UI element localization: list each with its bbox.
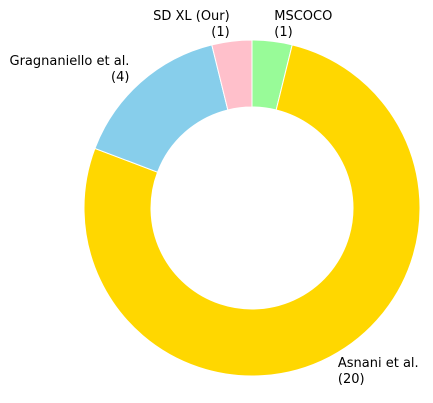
donut-segment	[83, 44, 421, 377]
segment-label: MSCOCO	[274, 9, 332, 24]
segment-value-label: (1)	[211, 25, 229, 40]
segment-value-label: (1)	[274, 25, 292, 40]
segment-label: SD XL (Our)	[153, 9, 230, 24]
segment-label: Asnani et al.	[338, 356, 419, 371]
segment-value-label: (20)	[338, 372, 365, 387]
segment-value-label: (4)	[111, 70, 129, 85]
segment-label: Gragnaniello et al.	[10, 54, 130, 69]
donut-segment	[211, 39, 253, 111]
